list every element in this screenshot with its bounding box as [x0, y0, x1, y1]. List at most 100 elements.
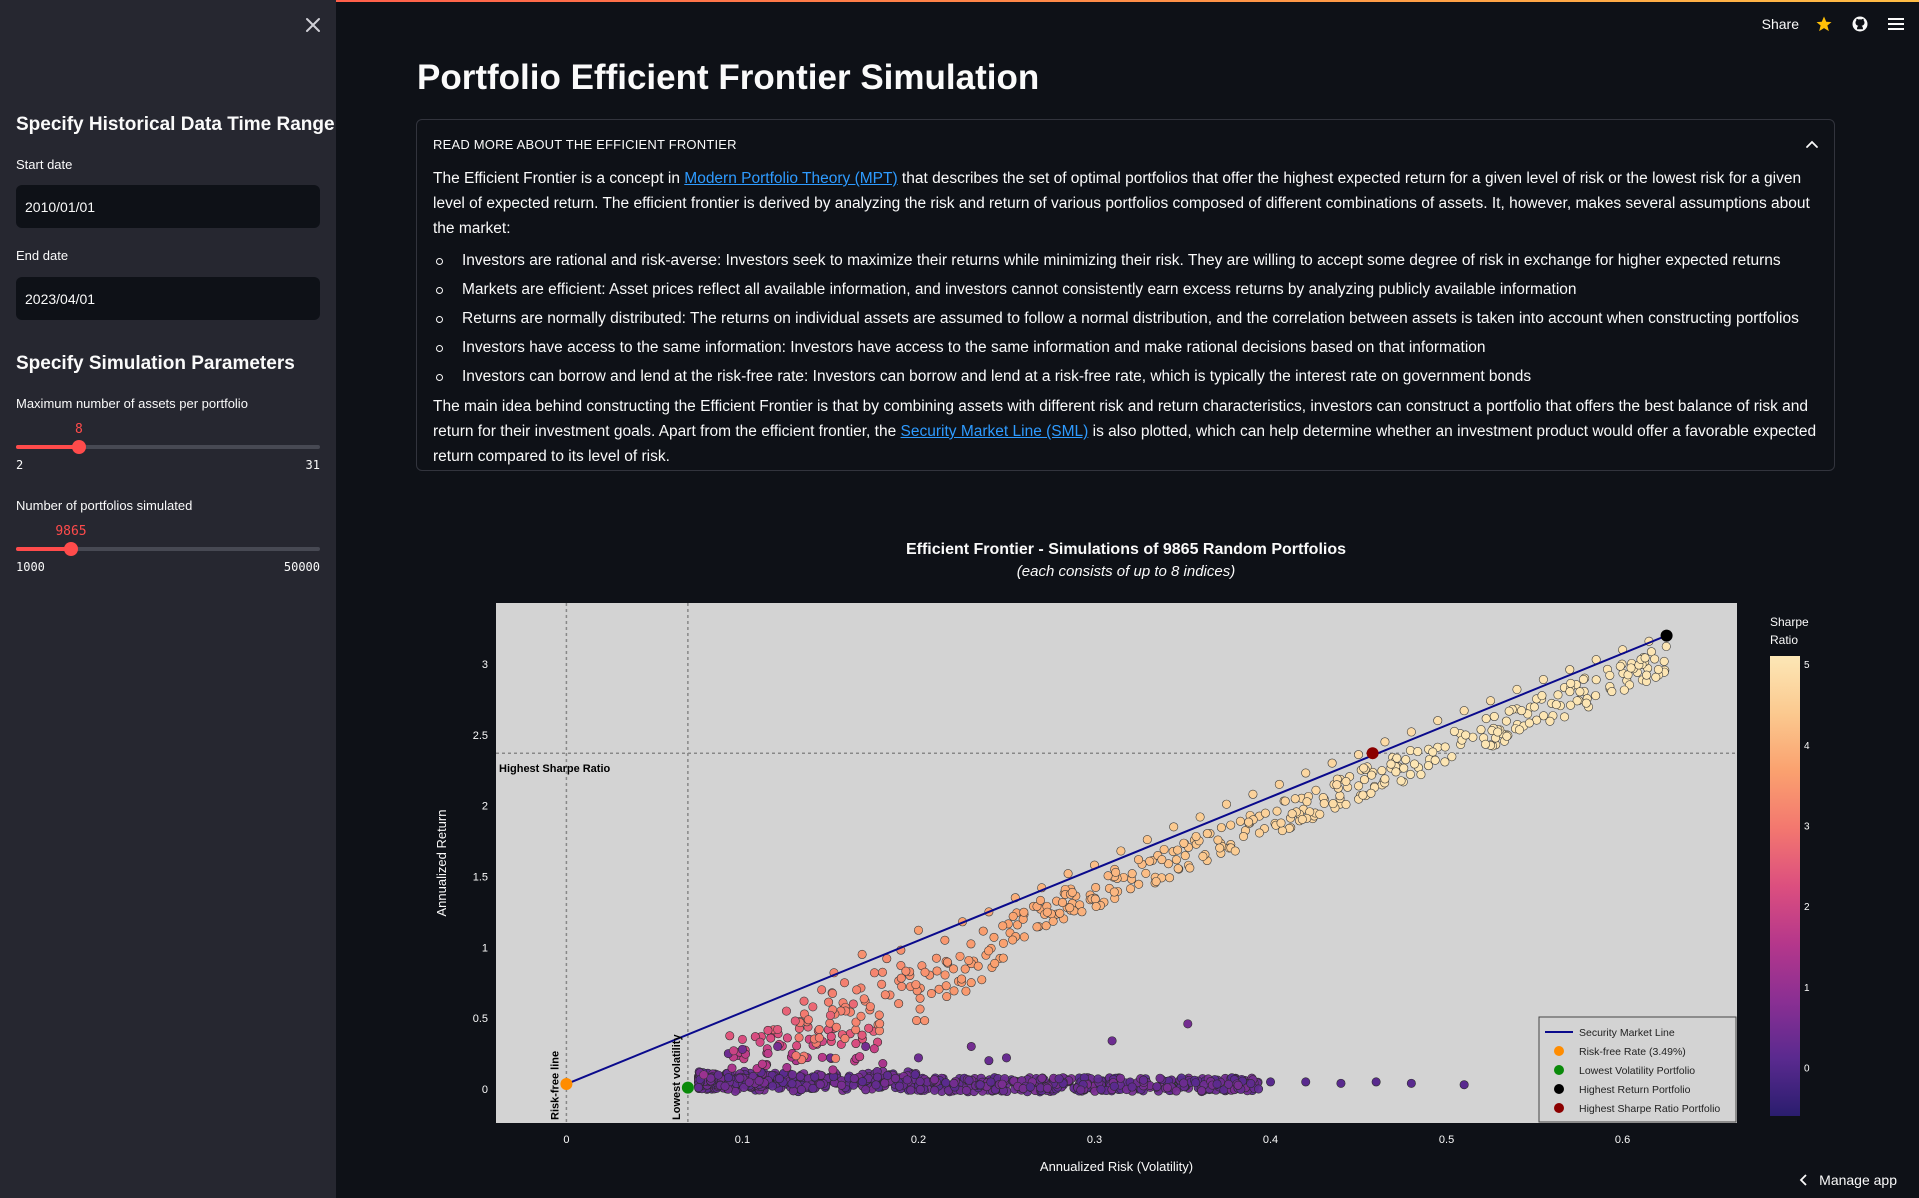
scatter-point: [1290, 794, 1300, 804]
scatter-point: [1001, 1053, 1011, 1063]
scatter-point: [744, 1077, 754, 1087]
scatter-point: [1091, 882, 1101, 892]
scatter-point: [949, 1078, 959, 1088]
scatter-point: [1517, 706, 1527, 716]
slider-fill: [16, 547, 71, 551]
scatter-point: [942, 992, 952, 1002]
expander-header[interactable]: READ MORE ABOUT THE EFFICIENT FRONTIER: [433, 136, 1821, 154]
scatter-point: [1019, 907, 1029, 917]
start-date-input[interactable]: [16, 185, 320, 228]
y-tick-label: 0.5: [473, 1013, 488, 1025]
scatter-point: [1155, 1073, 1165, 1083]
scatter-point: [1566, 678, 1576, 688]
scatter-point: [1035, 895, 1045, 905]
scatter-point: [787, 1070, 797, 1080]
chart-svg[interactable]: Efficient Frontier - Simulations of 9865…: [416, 520, 1836, 1180]
scatter-point: [1406, 1078, 1416, 1088]
y-tick-label: 2.5: [473, 730, 488, 742]
scatter-point: [1572, 696, 1582, 706]
hamburger-menu-icon[interactable]: [1885, 13, 1907, 35]
scatter-point: [1019, 932, 1029, 942]
scatter-point: [1607, 687, 1617, 697]
scatter-point: [1032, 922, 1042, 932]
close-sidebar-button[interactable]: [300, 12, 326, 38]
scatter-point: [880, 1078, 890, 1088]
special-point-marker: [681, 1081, 694, 1094]
scatter-point: [1406, 727, 1416, 737]
slider-value: 9865: [55, 524, 87, 539]
intro-paragraph: The Efficient Frontier is a concept in M…: [433, 166, 1823, 241]
colorbar-tick-label: 5: [1804, 660, 1810, 671]
github-icon[interactable]: [1849, 13, 1871, 35]
slider-fill: [16, 445, 79, 449]
scatter-point: [737, 1034, 747, 1044]
scatter-point: [1116, 1073, 1126, 1083]
scatter-point: [826, 1032, 836, 1042]
scatter-point: [941, 1078, 951, 1088]
list-item: Investors have access to the same inform…: [433, 333, 1823, 362]
scatter-point: [1447, 752, 1457, 762]
scatter-point: [930, 1085, 940, 1095]
portfolios-slider[interactable]: 9865 1000 50000: [16, 524, 320, 574]
scatter-point: [1481, 714, 1491, 724]
scatter-point: [1399, 763, 1409, 773]
scatter-point: [878, 967, 888, 977]
scatter-point: [1198, 851, 1208, 861]
chevron-left-icon: [1799, 1174, 1807, 1186]
scatter-point: [910, 1070, 920, 1080]
scatter-point: [1581, 698, 1591, 708]
scatter-point: [1459, 706, 1469, 716]
colorbar-tick-label: 1: [1804, 983, 1810, 994]
scatter-point: [782, 1063, 792, 1073]
scatter-point: [1514, 725, 1524, 735]
scatter-point: [1042, 907, 1052, 917]
scatter-point: [1171, 855, 1181, 865]
scatter-point: [1380, 774, 1390, 784]
slider-thumb[interactable]: [71, 440, 86, 454]
y-tick-label: 1.5: [473, 871, 488, 883]
scatter-point: [857, 1077, 867, 1087]
scatter-point: [920, 1016, 930, 1026]
legend-entry: Security Market Line: [1579, 1027, 1675, 1039]
scatter-point: [1319, 799, 1329, 809]
slider-thumb[interactable]: [63, 542, 78, 556]
scatter-point: [1239, 831, 1249, 841]
scatter-point: [961, 986, 971, 996]
scatter-point: [1653, 665, 1663, 675]
simulation-params-heading: Specify Simulation Parameters: [16, 353, 295, 374]
efficient-frontier-chart[interactable]: Efficient Frontier - Simulations of 9865…: [416, 520, 1836, 1180]
scatter-point: [1359, 763, 1369, 773]
scatter-point: [1377, 766, 1387, 776]
colorbar-title: Sharpe: [1770, 615, 1809, 629]
plot-area: [496, 603, 1737, 1123]
share-button[interactable]: Share: [1761, 16, 1799, 32]
legend-dot-marker: [1554, 1046, 1564, 1056]
scatter-point: [1440, 742, 1450, 752]
scatter-point: [1416, 770, 1426, 780]
scatter-point: [1230, 846, 1240, 856]
scatter-point: [828, 1065, 838, 1075]
scatter-point: [883, 1070, 893, 1080]
colorbar: [1770, 656, 1800, 1116]
scatter-point: [1091, 901, 1101, 911]
scatter-point: [915, 1004, 925, 1014]
mpt-link[interactable]: Modern Portfolio Theory (MPT): [684, 170, 898, 187]
scatter-point: [1359, 775, 1369, 785]
scatter-point: [796, 1085, 806, 1095]
sml-link[interactable]: Security Market Line (SML): [900, 423, 1089, 440]
scatter-point: [817, 985, 827, 995]
slider-max: 50000: [283, 560, 320, 574]
scatter-point: [984, 1056, 994, 1066]
assets-slider[interactable]: 8 2 31: [16, 422, 320, 472]
x-tick-label: 0.5: [1439, 1134, 1454, 1146]
star-icon[interactable]: [1813, 13, 1835, 35]
scatter-point: [920, 967, 930, 977]
scatter-point: [869, 1044, 879, 1054]
scatter-point: [1578, 674, 1588, 684]
scatter-point: [864, 1023, 874, 1033]
scatter-point: [997, 1079, 1007, 1089]
manage-app-button[interactable]: Manage app: [1799, 1172, 1897, 1188]
scatter-point: [1041, 921, 1051, 931]
scatter-point: [1180, 851, 1190, 861]
end-date-input[interactable]: [16, 277, 320, 320]
